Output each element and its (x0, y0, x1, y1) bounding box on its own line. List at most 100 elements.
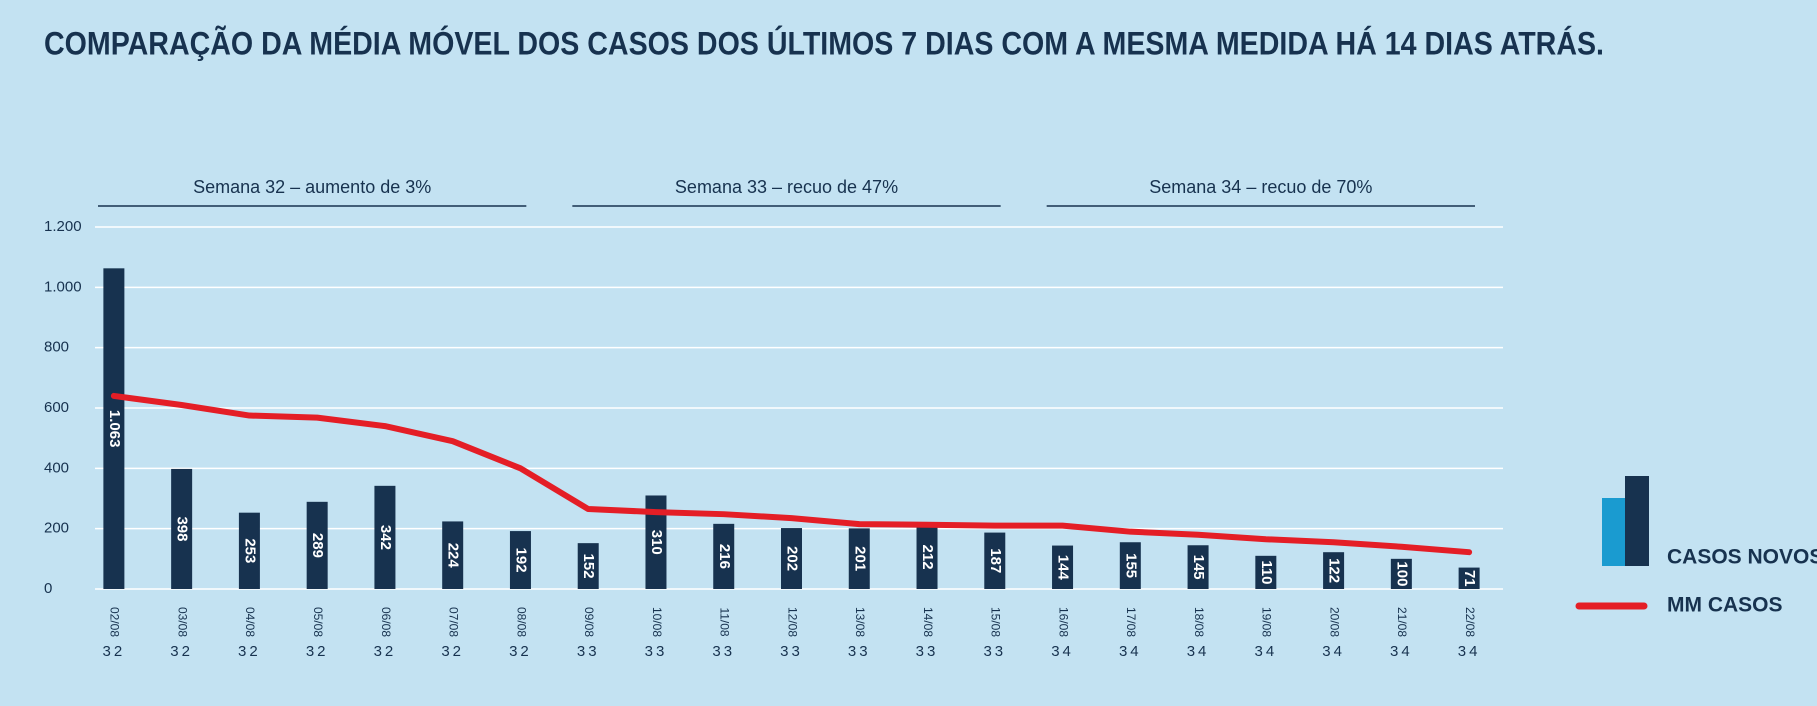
bar-value-label: 201 (851, 546, 868, 571)
y-tick-label: 800 (44, 339, 69, 356)
x-tick-label: 22/08 (1463, 607, 1477, 637)
bar (1052, 545, 1074, 589)
bar (306, 501, 328, 589)
bar (103, 268, 125, 589)
bar-value-label: 145 (1190, 555, 1207, 580)
bar-value-label: 192 (512, 548, 529, 573)
week-label: 33 (916, 643, 939, 660)
x-tick-label: 05/08 (311, 607, 325, 637)
week-label: 32 (374, 643, 397, 660)
x-tick-label: 21/08 (1395, 607, 1409, 637)
week-label: 34 (1119, 643, 1142, 660)
week-label: 34 (1322, 643, 1345, 660)
bar-value-label: 398 (174, 516, 191, 541)
bar-value-label: 187 (987, 548, 1004, 573)
bar (1323, 552, 1345, 589)
y-tick-label: 1.000 (44, 278, 82, 295)
bar-value-label: 1.063 (106, 410, 123, 448)
week-group-label: Semana 33 – recuo de 47% (675, 177, 898, 197)
week-label: 33 (983, 643, 1006, 660)
bar-value-label: 71 (1461, 570, 1478, 587)
week-label: 34 (1051, 643, 1074, 660)
week-label: 33 (780, 643, 803, 660)
bar-value-label: 289 (309, 533, 326, 558)
x-tick-label: 15/08 (989, 607, 1003, 637)
bar (1390, 558, 1412, 589)
y-tick-label: 600 (44, 399, 69, 416)
legend-label: MM CASOS (1667, 594, 1783, 617)
x-tick-label: 09/08 (582, 607, 596, 637)
bar (984, 532, 1006, 589)
bar-value-label: 202 (784, 546, 801, 571)
bar-value-label: 253 (241, 538, 258, 563)
x-tick-label: 14/08 (921, 607, 935, 637)
x-tick-label: 18/08 (1192, 607, 1206, 637)
bar (238, 512, 260, 589)
week-label: 33 (848, 643, 871, 660)
bar-value-label: 224 (445, 543, 462, 569)
bar-value-label: 100 (1393, 561, 1410, 586)
bar (781, 528, 802, 589)
line (110, 392, 1473, 556)
legend-label: CASOS NOVOS (1667, 546, 1817, 569)
x-tick-label: 06/08 (379, 607, 393, 637)
week-label: 32 (306, 643, 329, 660)
week-group-label: Semana 32 – aumento de 3% (193, 177, 431, 197)
x-tick-label: 12/08 (785, 607, 799, 637)
bar (713, 523, 735, 589)
bar-value-label: 342 (377, 525, 394, 550)
bar-value-label: 216 (716, 544, 733, 569)
week-label: 32 (238, 643, 261, 660)
x-tick-label: 02/08 (108, 607, 122, 637)
x-tick-label: 10/08 (650, 607, 664, 637)
bar (1119, 542, 1141, 589)
week-group-label: Semana 34 – recuo de 70% (1149, 177, 1372, 197)
week-label: 32 (103, 643, 126, 660)
bar (1255, 555, 1277, 589)
x-tick-label: 16/08 (1056, 607, 1070, 637)
legend-icon (1625, 476, 1649, 566)
bar-value-label: 310 (648, 530, 665, 555)
week-label: 33 (712, 643, 735, 660)
y-tick-label: 1.200 (44, 218, 82, 235)
x-tick-label: 04/08 (243, 607, 257, 637)
bar (509, 531, 531, 589)
bar (645, 495, 667, 589)
bar-value-label: 152 (580, 554, 597, 579)
bar (442, 521, 464, 589)
bar (848, 528, 870, 589)
x-tick-label: 11/08 (718, 607, 732, 636)
week-label: 33 (645, 643, 668, 660)
x-tick-label: 19/08 (1260, 607, 1274, 637)
x-tick-label: 17/08 (1124, 607, 1138, 637)
x-tick-label: 13/08 (853, 607, 867, 637)
y-tick-label: 0 (44, 580, 52, 597)
bar (171, 468, 193, 589)
bar-value-label: 155 (1122, 553, 1139, 578)
bar (577, 543, 599, 589)
x-tick-label: 03/08 (175, 607, 189, 637)
week-label: 33 (577, 643, 600, 660)
week-label: 32 (441, 643, 464, 660)
y-tick-label: 200 (44, 520, 69, 537)
week-label: 34 (1187, 643, 1210, 660)
x-tick-label: 07/08 (447, 607, 461, 637)
week-label: 34 (1254, 643, 1277, 660)
bar-value-label: 144 (1055, 555, 1072, 581)
week-label: 34 (1390, 643, 1413, 660)
bar-value-label: 122 (1326, 558, 1343, 583)
bar (374, 485, 396, 589)
y-tick-label: 400 (44, 459, 69, 476)
bar-value-label: 212 (919, 545, 936, 570)
week-label: 32 (170, 643, 193, 660)
x-tick-label: 20/08 (1327, 607, 1341, 637)
chart-title: COMPARAÇÃO DA MÉDIA MÓVEL DOS CASOS DOS … (44, 25, 1604, 61)
bar (1187, 545, 1209, 589)
week-label: 34 (1458, 643, 1481, 660)
bar (916, 525, 938, 589)
bar-value-label: 110 (1258, 560, 1275, 584)
x-tick-label: 08/08 (514, 607, 528, 637)
bar (1458, 567, 1480, 589)
